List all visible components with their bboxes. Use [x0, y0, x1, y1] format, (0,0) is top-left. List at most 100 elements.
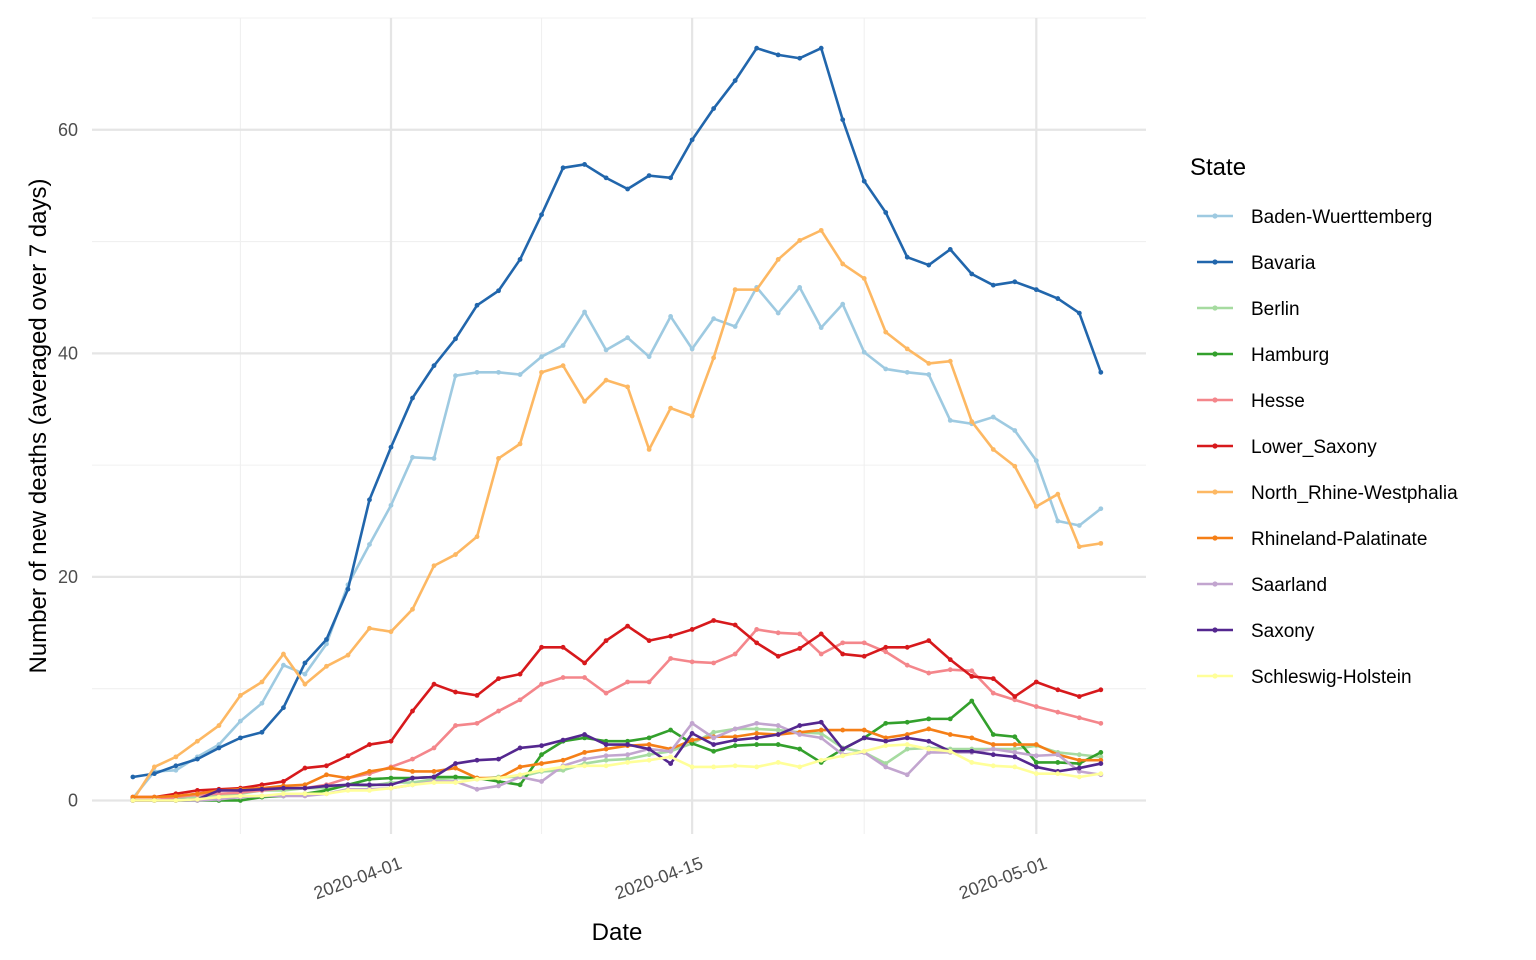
legend-label: Berlin	[1251, 299, 1300, 320]
data-point	[646, 638, 652, 644]
data-point	[797, 746, 803, 752]
data-point	[883, 366, 889, 372]
series-baden-wuerttemberg	[130, 284, 1104, 801]
data-point	[625, 186, 630, 192]
data-point	[861, 349, 867, 355]
data-point	[1055, 687, 1061, 693]
data-point	[625, 335, 630, 341]
data-point	[388, 765, 394, 771]
data-point	[840, 651, 846, 657]
data-point	[582, 756, 587, 762]
data-point	[926, 372, 932, 377]
data-point	[797, 238, 803, 243]
data-point	[603, 742, 609, 747]
data-point	[453, 373, 458, 379]
data-point	[861, 727, 867, 733]
data-point	[775, 310, 781, 316]
data-point	[732, 287, 738, 293]
data-point	[560, 764, 566, 770]
data-point	[754, 764, 760, 770]
data-point	[388, 444, 394, 450]
data-point	[1098, 761, 1104, 766]
data-point	[410, 395, 415, 401]
data-point	[883, 743, 889, 749]
legend-item: Baden-Wuerttemberg	[1197, 207, 1432, 228]
data-point	[1012, 697, 1018, 703]
legend-item: Lower_Saxony	[1197, 437, 1377, 458]
data-point	[1076, 769, 1082, 774]
data-point	[969, 735, 975, 741]
data-point	[818, 325, 824, 331]
data-point	[732, 763, 738, 769]
data-point	[1055, 709, 1061, 715]
data-point	[1076, 757, 1082, 763]
data-point	[431, 769, 437, 774]
data-point	[1012, 754, 1018, 760]
data-point	[797, 646, 803, 651]
data-point	[969, 698, 975, 704]
data-point	[410, 782, 415, 788]
data-point	[947, 246, 953, 252]
data-point	[560, 644, 566, 650]
data-point	[388, 738, 394, 744]
data-point	[603, 347, 609, 353]
data-point	[711, 106, 717, 111]
data-point	[388, 502, 394, 508]
data-point	[216, 745, 222, 751]
data-point	[861, 735, 867, 741]
data-point	[668, 633, 674, 639]
series-layer	[130, 45, 1104, 803]
data-point	[1055, 491, 1061, 497]
data-point	[281, 785, 286, 791]
data-point	[754, 640, 760, 646]
data-point	[259, 679, 265, 685]
data-point	[410, 454, 415, 460]
data-point	[582, 309, 587, 315]
y-tick-label: 60	[58, 120, 78, 140]
data-point	[689, 764, 695, 770]
data-point	[883, 764, 889, 770]
data-point	[367, 782, 372, 788]
data-point	[1076, 761, 1082, 766]
axes: 0 20 40 60 2020-04-01 2020-04-15 2020-05-01	[58, 120, 1050, 903]
data-point	[625, 679, 630, 685]
series-line	[132, 619, 1102, 799]
data-point	[689, 741, 695, 746]
data-point	[238, 798, 243, 803]
data-point	[539, 681, 544, 687]
data-point	[496, 288, 501, 294]
data-point	[410, 769, 415, 774]
legend: State Baden-Wuerttemberg Bavaria Berlin Ham…	[1190, 154, 1458, 688]
data-point	[1055, 760, 1061, 765]
data-point	[732, 734, 738, 740]
data-point	[861, 653, 867, 659]
data-point	[388, 785, 394, 791]
data-point	[969, 748, 975, 754]
legend-key-point	[1212, 489, 1218, 495]
data-point	[969, 760, 975, 765]
data-point	[754, 627, 760, 632]
data-point	[517, 745, 523, 751]
data-point	[1076, 774, 1082, 780]
data-point	[1055, 771, 1061, 777]
data-point	[216, 788, 222, 793]
data-point	[969, 668, 975, 674]
data-point	[797, 723, 803, 728]
data-point	[345, 782, 351, 788]
data-point	[173, 767, 179, 773]
data-point	[646, 735, 652, 741]
data-point	[496, 783, 501, 789]
legend-label: Schleswig-Holstein	[1251, 667, 1412, 688]
legend-label: Baden-Wuerttemberg	[1251, 207, 1432, 228]
series-line	[131, 286, 1102, 800]
data-point	[840, 117, 846, 123]
data-point	[1033, 287, 1039, 293]
data-point	[883, 644, 889, 650]
data-point	[926, 726, 932, 732]
data-point	[1033, 679, 1039, 685]
data-point	[668, 314, 674, 319]
data-point	[711, 316, 717, 322]
data-point	[689, 413, 695, 419]
data-point	[453, 765, 458, 771]
data-point	[582, 675, 587, 680]
